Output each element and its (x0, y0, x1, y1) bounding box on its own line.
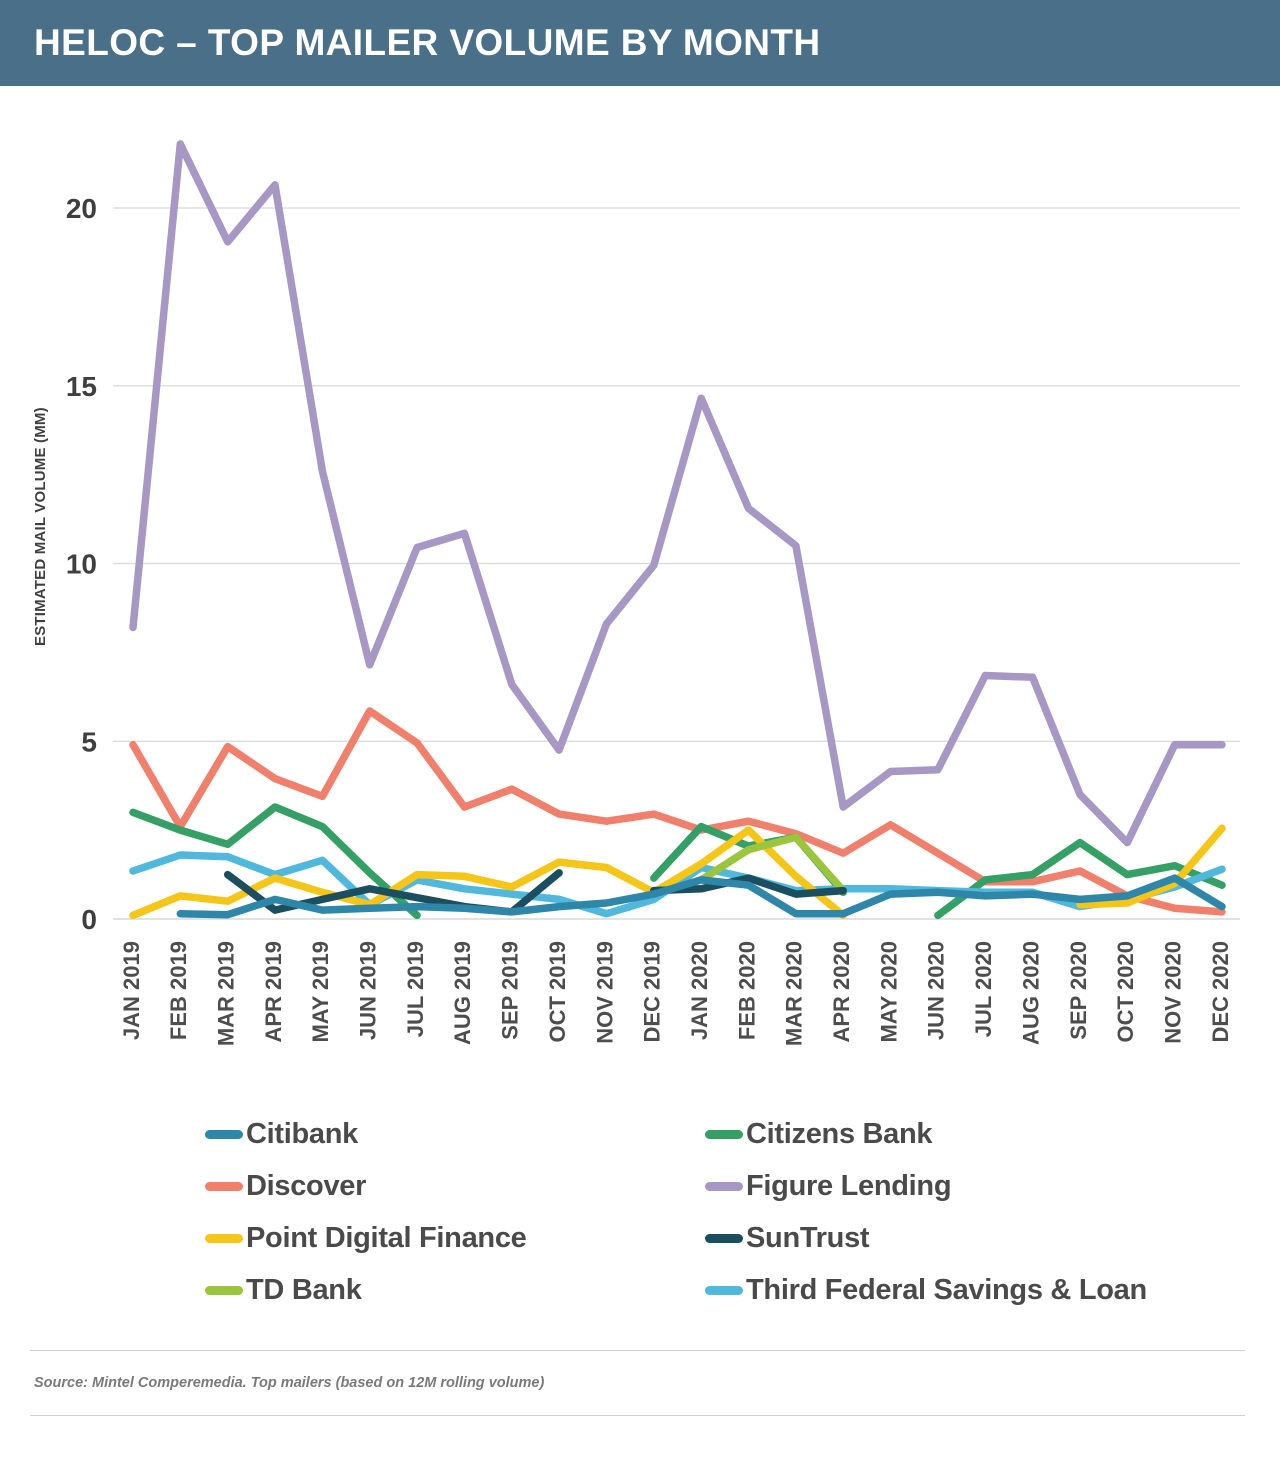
legend-item-point-digital-finance[interactable]: Point Digital Finance (205, 1212, 705, 1264)
svg-text:20: 20 (66, 193, 97, 224)
footer-rule-top (30, 1350, 1245, 1351)
y-axis-title: ESTIMATED MAIL VOLUME (MM) (32, 407, 49, 646)
chart-legend: Citibank Citizens Bank Discover Figure L… (0, 1108, 1280, 1320)
legend-item-citibank[interactable]: Citibank (205, 1108, 705, 1160)
svg-text:DEC 2019: DEC 2019 (640, 941, 665, 1043)
svg-text:JAN 2019: JAN 2019 (119, 941, 144, 1040)
svg-text:JUL 2019: JUL 2019 (403, 941, 428, 1037)
svg-text:JUL 2020: JUL 2020 (971, 941, 996, 1037)
svg-text:APR 2019: APR 2019 (261, 941, 286, 1043)
header-banner: HELOC – TOP MAILER VOLUME BY MONTH (0, 0, 1280, 86)
legend-swatch-citizens-bank (705, 1129, 743, 1139)
legend-label-citizens-bank: Citizens Bank (746, 1117, 933, 1150)
legend-label-citibank: Citibank (246, 1117, 358, 1150)
svg-text:FEB 2020: FEB 2020 (734, 941, 759, 1040)
legend-swatch-figure-lending (705, 1181, 743, 1191)
svg-text:10: 10 (66, 549, 97, 580)
legend-item-citizens-bank[interactable]: Citizens Bank (705, 1108, 1225, 1160)
svg-text:OCT 2019: OCT 2019 (545, 941, 570, 1043)
svg-text:0: 0 (81, 904, 97, 935)
svg-text:APR 2020: APR 2020 (829, 941, 854, 1043)
legend-swatch-td-bank (205, 1285, 243, 1295)
svg-text:SEP 2019: SEP 2019 (498, 941, 523, 1040)
legend-swatch-point-digital-finance (205, 1233, 243, 1243)
legend-item-suntrust[interactable]: SunTrust (705, 1212, 1225, 1264)
line-chart: 0 5 10 15 20 JAN 2019 FEB 2019 MAR 2019 APR 2019… (66, 140, 1240, 1046)
svg-text:MAY 2020: MAY 2020 (876, 941, 901, 1043)
svg-text:MAY 2019: MAY 2019 (308, 941, 333, 1043)
svg-text:5: 5 (81, 726, 97, 757)
svg-text:MAR 2020: MAR 2020 (782, 941, 807, 1046)
svg-text:NOV 2020: NOV 2020 (1161, 941, 1186, 1044)
legend-swatch-discover (205, 1181, 243, 1191)
legend-swatch-citibank (205, 1129, 243, 1139)
legend-swatch-suntrust (705, 1233, 743, 1243)
svg-text:AUG 2019: AUG 2019 (450, 941, 475, 1045)
legend-item-td-bank[interactable]: TD Bank (205, 1264, 705, 1316)
svg-text:15: 15 (66, 371, 97, 402)
legend-label-td-bank: TD Bank (246, 1273, 362, 1306)
svg-text:JAN 2020: JAN 2020 (687, 941, 712, 1040)
legend-item-third-federal[interactable]: Third Federal Savings & Loan (705, 1264, 1225, 1316)
footer-rule-bottom (30, 1415, 1245, 1416)
chart-container: ESTIMATED MAIL VOLUME (MM) 0 5 10 15 20 JAN 2… (0, 86, 1280, 1106)
svg-text:AUG 2020: AUG 2020 (1018, 941, 1043, 1045)
footer: Source: Mintel Comperemedia. Top mailers… (30, 1350, 1250, 1416)
source-note: Source: Mintel Comperemedia. Top mailers… (34, 1375, 545, 1391)
svg-text:DEC 2020: DEC 2020 (1208, 941, 1233, 1043)
legend-label-third-federal: Third Federal Savings & Loan (746, 1273, 1147, 1306)
legend-label-figure-lending: Figure Lending (746, 1169, 952, 1202)
legend-label-suntrust: SunTrust (746, 1221, 870, 1254)
legend-label-discover: Discover (246, 1169, 367, 1202)
svg-text:NOV 2019: NOV 2019 (592, 941, 617, 1044)
svg-text:JUN 2020: JUN 2020 (924, 941, 949, 1040)
svg-text:JUN 2019: JUN 2019 (356, 941, 381, 1040)
legend-item-discover[interactable]: Discover (205, 1160, 705, 1212)
svg-text:FEB 2019: FEB 2019 (166, 941, 191, 1040)
legend-label-point-digital-finance: Point Digital Finance (246, 1221, 527, 1254)
svg-text:OCT 2020: OCT 2020 (1113, 941, 1138, 1043)
page-title: HELOC – TOP MAILER VOLUME BY MONTH (34, 22, 821, 63)
legend-swatch-third-federal (705, 1285, 743, 1295)
svg-text:SEP 2020: SEP 2020 (1066, 941, 1091, 1040)
legend-item-figure-lending[interactable]: Figure Lending (705, 1160, 1225, 1212)
svg-text:MAR 2019: MAR 2019 (214, 941, 239, 1046)
